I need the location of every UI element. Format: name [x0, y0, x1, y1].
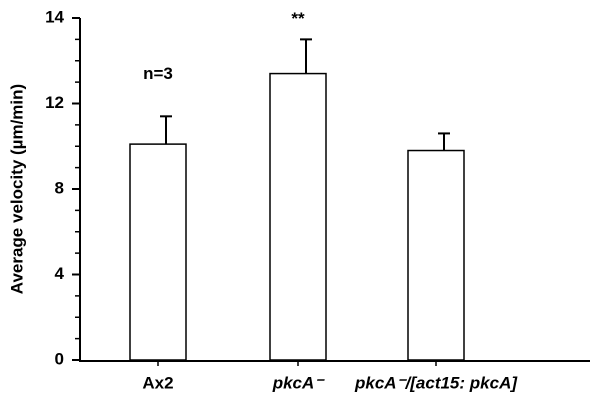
- bar: [407, 149, 465, 361]
- x-tick-label: pkcA⁻/[act15: pkcA]: [354, 373, 518, 392]
- y-axis-label: Average velocity (µm/min): [7, 84, 26, 294]
- annotation: n=3: [143, 64, 173, 83]
- y-tick-label: 4: [55, 264, 65, 283]
- y-tick-label: 0: [55, 349, 64, 368]
- y-tick-label: 8: [55, 178, 64, 197]
- annotation: **: [291, 9, 305, 28]
- bar: [129, 143, 187, 361]
- y-tick-label: 14: [45, 7, 64, 26]
- y-tick-label: 12: [45, 93, 64, 112]
- x-tick-label: pkcA⁻: [272, 373, 326, 392]
- bar: [269, 72, 327, 361]
- x-tick-label: Ax2: [142, 373, 173, 392]
